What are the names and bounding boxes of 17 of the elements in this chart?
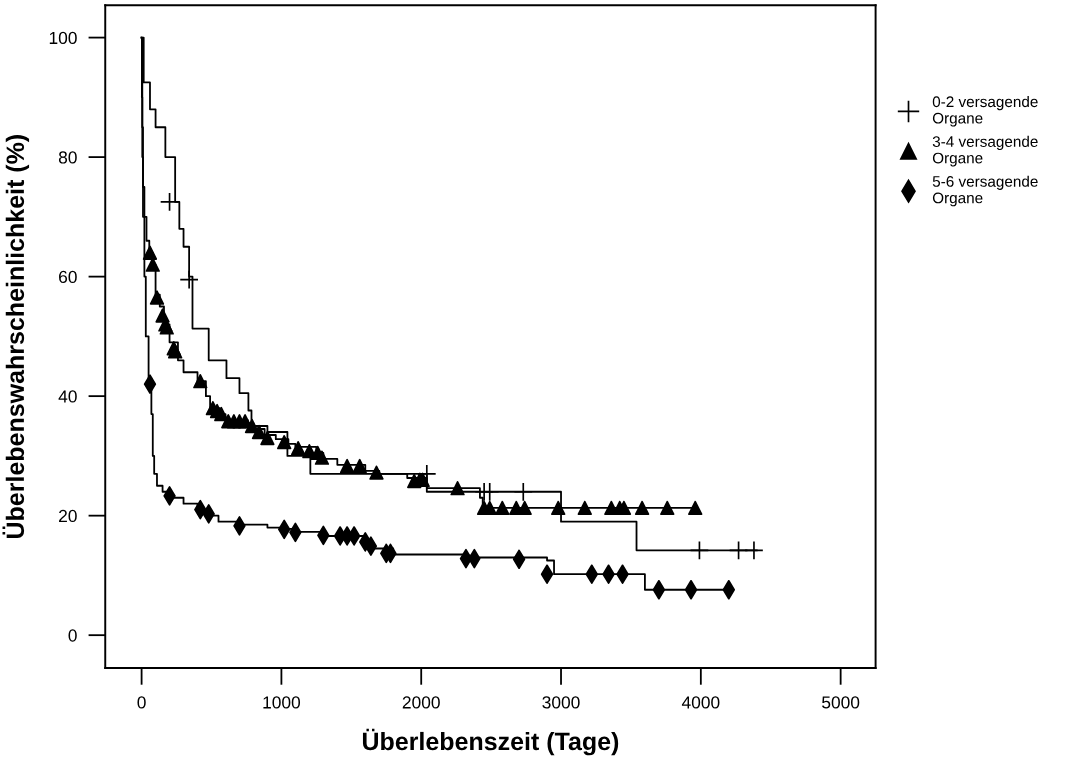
y-tick-label: 100 — [49, 31, 77, 45]
x-tick-label: 1000 — [263, 696, 301, 709]
y-tick-label: 60 — [59, 270, 77, 284]
legend-label: 0-2 versagende Organe — [932, 95, 1038, 127]
x-axis-title: Überlebenszeit (Tage) — [362, 728, 619, 756]
x-tick-label: 3000 — [542, 696, 580, 709]
x-tick-label: 2000 — [402, 696, 440, 709]
x-tick-label: 0 — [137, 696, 146, 709]
y-tick-label: 20 — [59, 509, 77, 523]
legend-label: 3-4 versagende Organe — [932, 135, 1038, 167]
y-tick-label: 40 — [58, 390, 77, 403]
y-tick-label: 0 — [68, 629, 77, 642]
x-tick-label: 5000 — [822, 696, 860, 709]
legend-label: 5-6 versagende Organe — [932, 175, 1038, 207]
y-tick-label: 80 — [58, 151, 77, 164]
x-tick-label: 4000 — [681, 696, 720, 709]
y-axis-title: Überlebenswahrscheinlichkeit (%) — [2, 135, 30, 538]
